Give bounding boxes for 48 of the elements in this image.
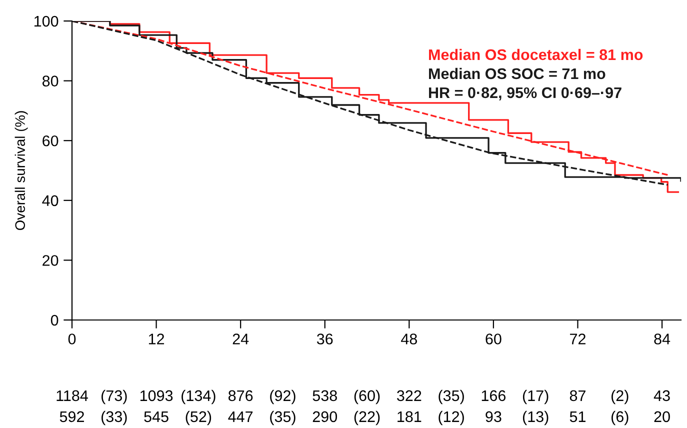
text: 1093: [140, 390, 173, 402]
text: (17): [522, 390, 548, 404]
text: (35): [270, 410, 296, 426]
y-axis-title: Overall survival (%): [14, 111, 28, 230]
x-tick-label: 12: [148, 334, 164, 344]
text: (12): [438, 410, 464, 426]
x-tick-label: 24: [232, 334, 249, 344]
text: 43: [654, 390, 670, 402]
x-tick-label: 60: [486, 334, 502, 344]
text: (60): [354, 390, 380, 404]
text: (73): [102, 390, 127, 404]
annotation: Median OS docetaxel = 81 mo: [429, 48, 643, 60]
y-tick-label: 0: [50, 314, 58, 326]
text: (52): [186, 410, 212, 426]
text: (22): [354, 410, 380, 426]
text: (33): [102, 410, 127, 426]
text: 545: [144, 411, 168, 422]
annotation: Median OS SOC = 71 mo: [429, 68, 606, 80]
text: 93: [486, 411, 502, 422]
text: 181: [398, 411, 422, 422]
y-tick-label: 20: [42, 255, 58, 266]
annotation: HR = 0·82, 95% CI 0·69–·97: [429, 87, 622, 100]
text: (35): [438, 390, 464, 404]
x-tick-label: 72: [570, 334, 586, 344]
text: 592: [60, 411, 84, 422]
text: 322: [397, 390, 422, 402]
text: 447: [228, 411, 253, 422]
text: 166: [482, 390, 506, 402]
y-tick-label: 60: [42, 135, 58, 146]
text: 87: [570, 390, 586, 402]
text: 1184: [56, 390, 88, 402]
text: 20: [654, 411, 670, 422]
text: 538: [312, 390, 337, 402]
y-tick-label: 80: [42, 76, 58, 86]
x-tick-label: 36: [316, 334, 333, 344]
text: (6): [612, 410, 628, 426]
x-tick-label: 84: [654, 334, 670, 344]
text: (134): [182, 390, 216, 404]
text: (92): [270, 390, 296, 404]
text: 290: [312, 411, 338, 422]
text: 51: [570, 411, 586, 422]
text: 876: [228, 390, 253, 402]
y-tick-label: 40: [42, 195, 58, 206]
x-tick-label: 48: [401, 334, 417, 344]
x-tick-label: 0: [68, 334, 76, 344]
y-tick-label: 100: [34, 16, 58, 27]
text: (2): [612, 390, 628, 404]
text: (13): [522, 410, 548, 426]
